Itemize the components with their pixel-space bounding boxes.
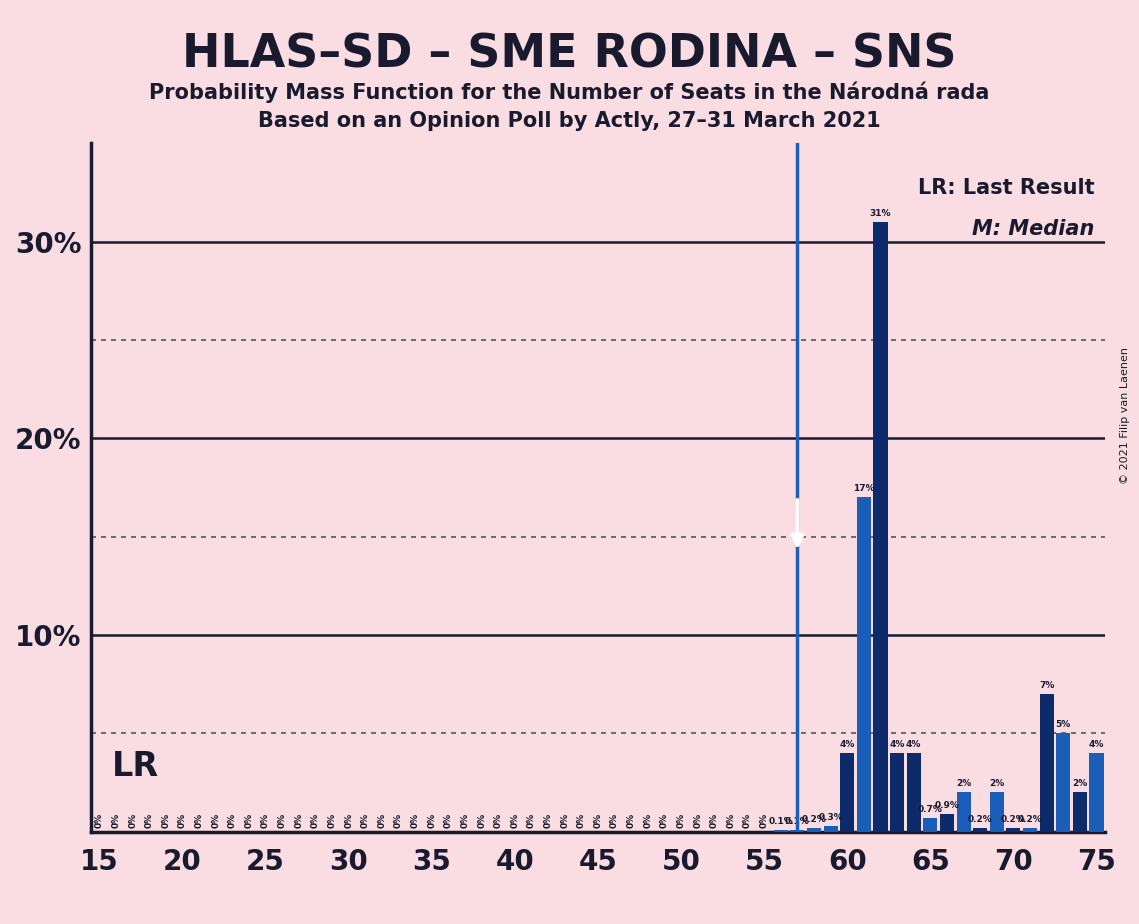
Text: 0%: 0% <box>477 812 486 828</box>
Text: 4%: 4% <box>1089 740 1104 749</box>
Bar <box>940 814 954 832</box>
Text: 0%: 0% <box>211 812 220 828</box>
Text: 0%: 0% <box>344 812 353 828</box>
Text: 0%: 0% <box>162 812 171 828</box>
Text: 4%: 4% <box>890 740 904 749</box>
Text: 0%: 0% <box>361 812 370 828</box>
Text: 0%: 0% <box>394 812 403 828</box>
Text: 17%: 17% <box>853 484 875 493</box>
Text: 0%: 0% <box>95 812 104 828</box>
Text: 0%: 0% <box>145 812 154 828</box>
Text: HLAS–SD – SME RODINA – SNS: HLAS–SD – SME RODINA – SNS <box>182 32 957 78</box>
Text: 0%: 0% <box>377 812 386 828</box>
Text: 0%: 0% <box>510 812 519 828</box>
Text: 0%: 0% <box>245 812 254 828</box>
Text: 0%: 0% <box>460 812 469 828</box>
Bar <box>990 792 1003 832</box>
Text: 0%: 0% <box>195 812 204 828</box>
Text: 7%: 7% <box>1039 681 1055 690</box>
Text: 0.2%: 0.2% <box>802 815 827 823</box>
Text: © 2021 Filip van Laenen: © 2021 Filip van Laenen <box>1121 347 1130 484</box>
Text: 4%: 4% <box>906 740 921 749</box>
Text: LR: Last Result: LR: Last Result <box>918 178 1095 198</box>
Text: 0%: 0% <box>228 812 237 828</box>
Bar <box>1073 792 1087 832</box>
Bar <box>857 497 871 832</box>
Text: 0%: 0% <box>278 812 287 828</box>
Text: 0%: 0% <box>328 812 337 828</box>
Text: M: Median: M: Median <box>973 219 1095 239</box>
Bar <box>773 830 788 832</box>
Text: 0%: 0% <box>112 812 121 828</box>
Text: Probability Mass Function for the Number of Seats in the Národná rada: Probability Mass Function for the Number… <box>149 81 990 103</box>
Text: 0%: 0% <box>543 812 552 828</box>
Text: 0%: 0% <box>178 812 187 828</box>
Text: 0%: 0% <box>727 812 736 828</box>
Bar <box>1056 734 1071 832</box>
Bar <box>806 828 821 832</box>
Text: 0%: 0% <box>129 812 137 828</box>
Text: 2%: 2% <box>956 779 972 788</box>
Text: 0%: 0% <box>593 812 603 828</box>
Bar <box>890 753 904 832</box>
Bar <box>841 753 854 832</box>
Text: 0%: 0% <box>710 812 719 828</box>
Text: 2%: 2% <box>989 779 1005 788</box>
Text: 0%: 0% <box>677 812 686 828</box>
Text: 31%: 31% <box>870 209 891 218</box>
Text: 0%: 0% <box>611 812 620 828</box>
Bar <box>957 792 970 832</box>
Text: 0%: 0% <box>444 812 453 828</box>
Text: 0%: 0% <box>576 812 585 828</box>
Text: 0.7%: 0.7% <box>918 805 943 814</box>
Text: 0%: 0% <box>760 812 769 828</box>
Text: 0.2%: 0.2% <box>1017 815 1042 823</box>
Bar <box>1090 753 1104 832</box>
Text: 0%: 0% <box>659 812 669 828</box>
Text: 0%: 0% <box>694 812 702 828</box>
Text: 0.1%: 0.1% <box>769 817 793 826</box>
Bar <box>1007 828 1021 832</box>
Bar <box>1040 694 1054 832</box>
Text: 0%: 0% <box>626 812 636 828</box>
Text: 0%: 0% <box>261 812 270 828</box>
Text: Based on an Opinion Poll by Actly, 27–31 March 2021: Based on an Opinion Poll by Actly, 27–31… <box>259 111 880 131</box>
Bar <box>874 222 887 832</box>
Bar <box>1023 828 1038 832</box>
Text: 0.1%: 0.1% <box>785 817 810 826</box>
Text: 0%: 0% <box>644 812 653 828</box>
Bar <box>907 753 920 832</box>
Bar <box>924 818 937 832</box>
Text: 0.2%: 0.2% <box>1001 815 1026 823</box>
Text: 0%: 0% <box>527 812 536 828</box>
Text: 0%: 0% <box>427 812 436 828</box>
Bar <box>973 828 988 832</box>
Text: 0.9%: 0.9% <box>934 801 959 810</box>
Bar <box>790 830 804 832</box>
Text: 0%: 0% <box>743 812 752 828</box>
Text: LR: LR <box>112 749 158 783</box>
Text: 2%: 2% <box>1072 779 1088 788</box>
Text: 0.3%: 0.3% <box>818 813 843 821</box>
Text: 0%: 0% <box>294 812 303 828</box>
Text: 4%: 4% <box>839 740 855 749</box>
Text: 0%: 0% <box>494 812 502 828</box>
Bar <box>823 826 837 832</box>
Text: 0.2%: 0.2% <box>968 815 992 823</box>
Text: 0%: 0% <box>311 812 320 828</box>
Text: 0%: 0% <box>560 812 570 828</box>
Text: 5%: 5% <box>1056 721 1071 729</box>
Text: 0%: 0% <box>411 812 419 828</box>
